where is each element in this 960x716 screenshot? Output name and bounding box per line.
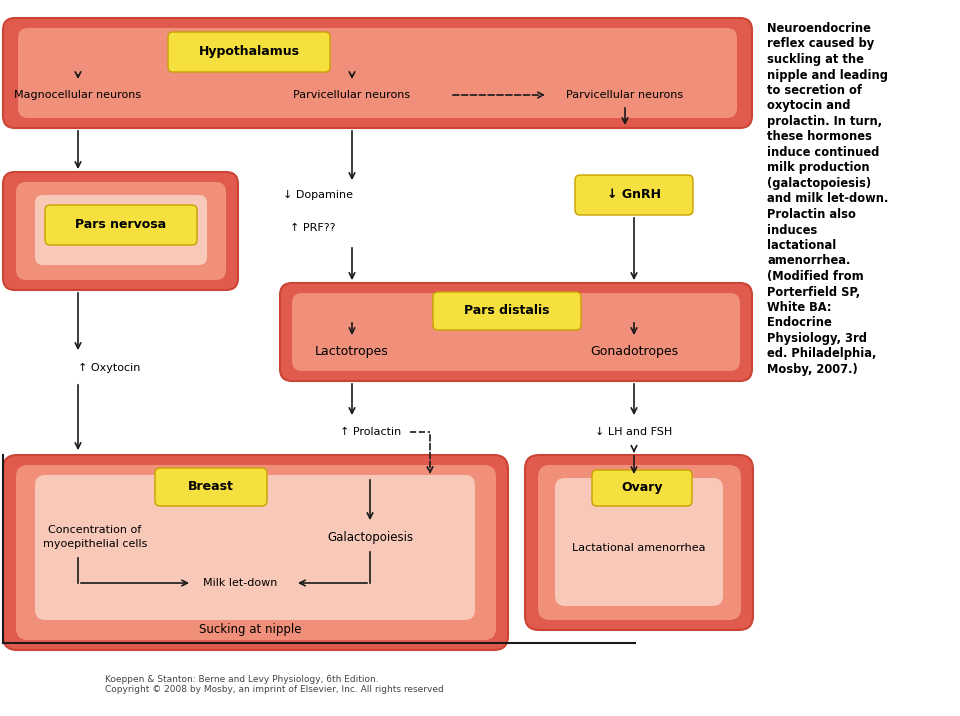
Text: Magnocellular neurons: Magnocellular neurons <box>14 90 141 100</box>
FancyBboxPatch shape <box>525 455 753 630</box>
Text: ↑ Prolactin: ↑ Prolactin <box>340 427 401 437</box>
FancyBboxPatch shape <box>35 475 475 620</box>
Text: ↑ PRF??: ↑ PRF?? <box>290 223 336 233</box>
FancyBboxPatch shape <box>45 205 197 245</box>
Text: Breast: Breast <box>188 480 234 493</box>
FancyBboxPatch shape <box>18 28 737 118</box>
Text: Ovary: Ovary <box>621 481 662 495</box>
FancyBboxPatch shape <box>575 175 693 215</box>
FancyBboxPatch shape <box>16 465 496 640</box>
Text: Parvicellular neurons: Parvicellular neurons <box>566 90 684 100</box>
FancyBboxPatch shape <box>35 195 207 265</box>
Text: ↓ GnRH: ↓ GnRH <box>607 188 661 201</box>
Text: Concentration of
myoepithelial cells: Concentration of myoepithelial cells <box>43 526 147 548</box>
Text: Pars nervosa: Pars nervosa <box>76 218 167 231</box>
Text: Milk let-down: Milk let-down <box>203 578 277 588</box>
Text: Hypothalamus: Hypothalamus <box>199 46 300 59</box>
FancyBboxPatch shape <box>433 292 581 330</box>
FancyBboxPatch shape <box>3 172 238 290</box>
Text: Lactotropes: Lactotropes <box>315 344 389 357</box>
Text: Koeppen & Stanton: Berne and Levy Physiology, 6th Edition.
Copyright © 2008 by M: Koeppen & Stanton: Berne and Levy Physio… <box>105 675 444 695</box>
Text: ↓ Dopamine: ↓ Dopamine <box>283 190 353 200</box>
FancyBboxPatch shape <box>3 455 508 650</box>
Text: Gonadotropes: Gonadotropes <box>590 344 678 357</box>
FancyBboxPatch shape <box>592 470 692 506</box>
Text: Neuroendocrine
reflex caused by
suckling at the
nipple and leading
to secretion : Neuroendocrine reflex caused by suckling… <box>767 22 888 376</box>
FancyBboxPatch shape <box>16 182 226 280</box>
FancyBboxPatch shape <box>538 465 741 620</box>
Text: ↑ Oxytocin: ↑ Oxytocin <box>78 363 140 373</box>
Text: ↓ LH and FSH: ↓ LH and FSH <box>595 427 673 437</box>
FancyBboxPatch shape <box>168 32 330 72</box>
Text: Pars distalis: Pars distalis <box>465 304 550 317</box>
FancyBboxPatch shape <box>3 18 752 128</box>
FancyBboxPatch shape <box>155 468 267 506</box>
Text: Lactational amenorrhea: Lactational amenorrhea <box>572 543 706 553</box>
Text: Sucking at nipple: Sucking at nipple <box>199 624 301 637</box>
Text: Parvicellular neurons: Parvicellular neurons <box>294 90 411 100</box>
Text: Galactopoiesis: Galactopoiesis <box>327 531 413 543</box>
FancyBboxPatch shape <box>292 293 740 371</box>
FancyBboxPatch shape <box>555 478 723 606</box>
FancyBboxPatch shape <box>280 283 752 381</box>
